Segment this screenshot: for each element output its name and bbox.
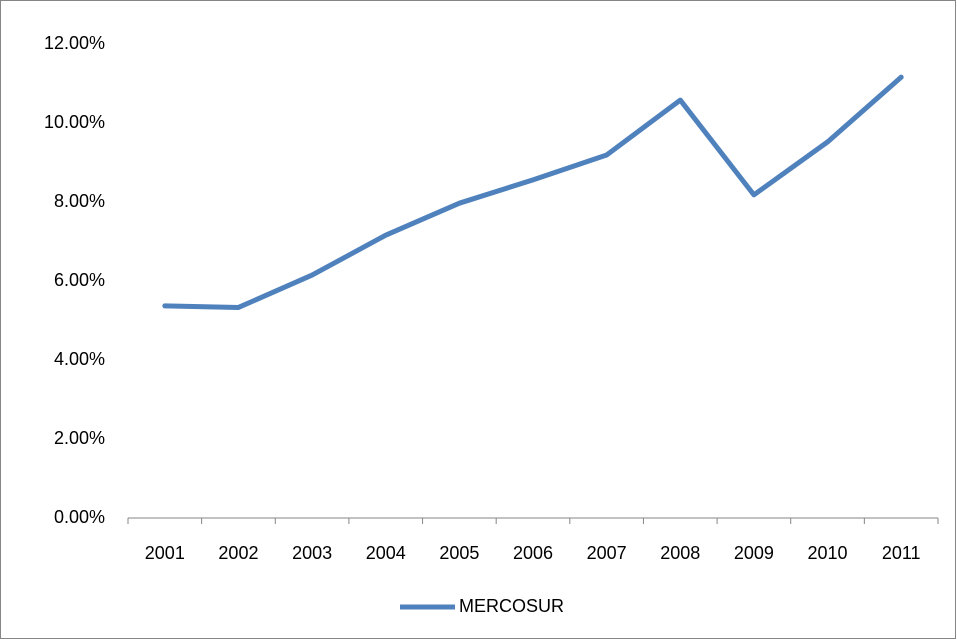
y-tick-label: 12.00% bbox=[44, 33, 105, 53]
x-tick-label: 2001 bbox=[145, 543, 185, 563]
x-tick-label: 2007 bbox=[587, 543, 627, 563]
x-tick-label: 2006 bbox=[513, 543, 553, 563]
y-tick-label: 6.00% bbox=[54, 270, 105, 290]
x-tick-label: 2011 bbox=[882, 543, 921, 563]
x-tick-label: 2002 bbox=[218, 543, 258, 563]
y-tick-label: 2.00% bbox=[54, 428, 105, 448]
x-tick-label: 2004 bbox=[366, 543, 406, 563]
x-tick-label: 2010 bbox=[808, 543, 848, 563]
y-tick-label: 0.00% bbox=[54, 507, 105, 527]
x-tick-label: 2008 bbox=[660, 543, 700, 563]
x-tick-label: 2009 bbox=[734, 543, 774, 563]
x-tick-label: 2005 bbox=[439, 543, 479, 563]
legend-label: MERCOSUR bbox=[459, 596, 564, 616]
y-tick-label: 4.00% bbox=[54, 349, 105, 369]
data-line bbox=[162, 74, 904, 310]
x-tick-label: 2003 bbox=[292, 543, 332, 563]
y-tick-label: 10.00% bbox=[44, 112, 105, 132]
y-tick-label: 8.00% bbox=[54, 191, 105, 211]
